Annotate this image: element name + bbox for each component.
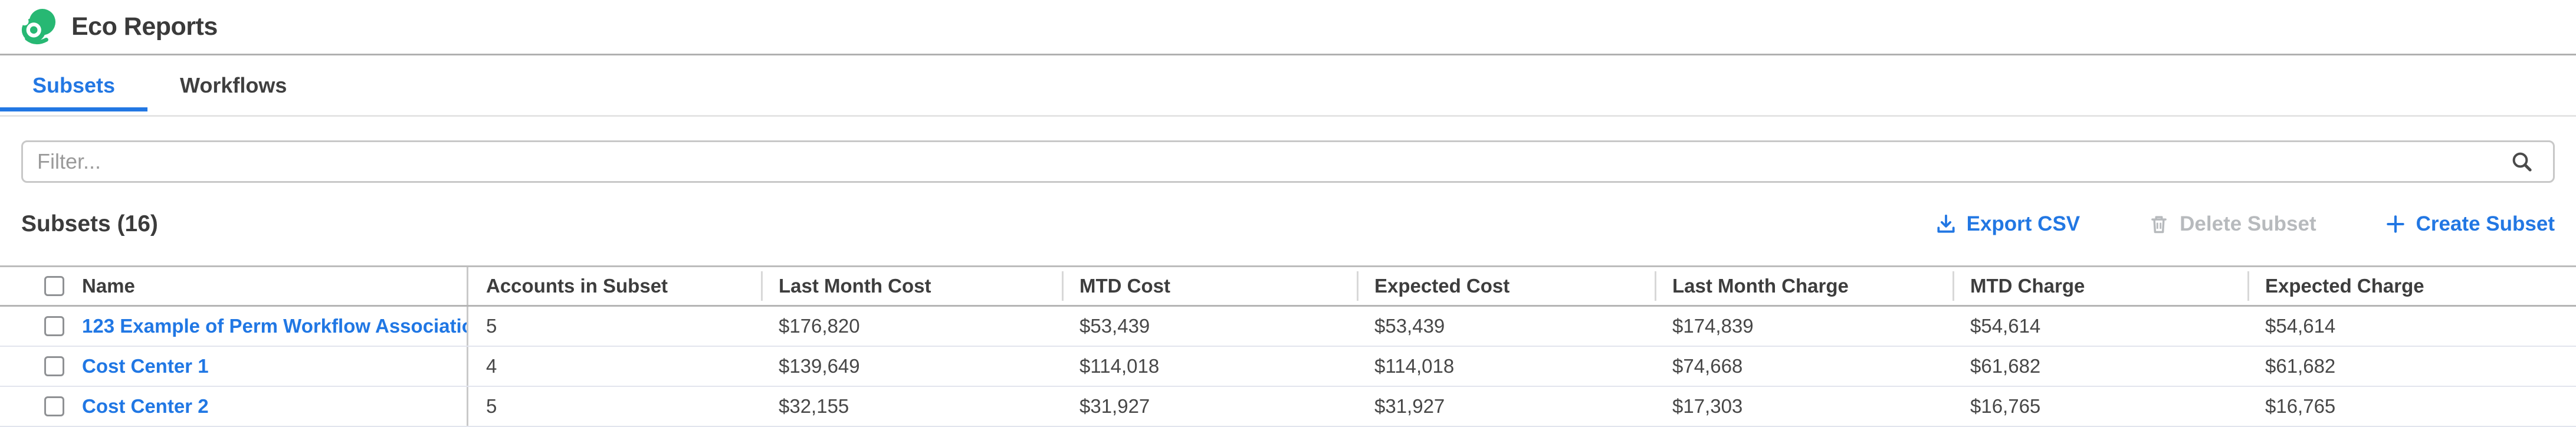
cell-accounts: 4 (486, 355, 497, 377)
tab-subsets[interactable]: Subsets (0, 55, 148, 115)
header-accounts-in-subset: Accounts in Subset (486, 275, 668, 297)
cell-mtd-cost: $31,927 (1079, 395, 1150, 417)
row-checkbox[interactable] (44, 396, 64, 416)
cell-accounts: 5 (486, 315, 497, 337)
table-row: Cost Center 1 4 $139,649 $114,018 $114,0… (0, 347, 2576, 387)
cell-expected-cost: $53,439 (1374, 315, 1445, 337)
header-name: Name (0, 267, 468, 305)
subsets-table: Name Accounts in Subset Last Month Cost … (0, 265, 2576, 427)
tab-subsets-label: Subsets (32, 73, 116, 97)
select-all-checkbox[interactable] (44, 276, 64, 296)
cell-mtd-cost: $53,439 (1079, 315, 1150, 337)
cell-last-month-cost: $32,155 (779, 395, 849, 417)
plus-icon (2386, 215, 2404, 233)
cell-mtd-charge: $61,682 (1970, 355, 2041, 377)
export-csv-button[interactable]: Export CSV (1935, 212, 2081, 236)
cell-name: 123 Example of Perm Workflow Association (0, 307, 468, 346)
row-checkbox[interactable] (44, 356, 64, 376)
cell-mtd-cost: $114,018 (1079, 355, 1160, 377)
row-checkbox[interactable] (44, 316, 64, 336)
filter-bar (21, 140, 2555, 183)
cell-expected-charge: $16,765 (2265, 395, 2336, 417)
page-title: Eco Reports (71, 12, 218, 41)
trash-icon (2151, 216, 2167, 234)
header-last-month-cost: Last Month Cost (761, 267, 1062, 305)
create-subset-label: Create Subset (2416, 212, 2555, 235)
table-row: Cost Center 2 5 $32,155 $31,927 $31,927 … (0, 387, 2576, 427)
create-subset-button[interactable]: Create Subset (2384, 212, 2555, 236)
header-expected-cost: Expected Cost (1357, 267, 1655, 305)
eco-reports-logo-icon (19, 8, 56, 45)
cell-last-month-charge: $17,303 (1672, 395, 1743, 417)
search-icon[interactable] (2510, 150, 2534, 173)
cell-last-month-cost: $176,820 (779, 315, 860, 337)
cell-last-month-charge: $174,839 (1672, 315, 1754, 337)
cell-name: Cost Center 2 (0, 387, 468, 426)
cell-expected-charge: $61,682 (2265, 355, 2336, 377)
cell-last-month-cost: $139,649 (779, 355, 860, 377)
tab-workflows[interactable]: Workflows (147, 55, 319, 115)
cell-last-month-charge: $74,668 (1672, 355, 1743, 377)
tab-bar: Subsets Workflows (0, 55, 2576, 117)
cell-accounts: 5 (486, 395, 497, 417)
action-buttons: Export CSV Delete Subset Create Subset (1935, 212, 2555, 236)
app-header: Eco Reports (0, 0, 2576, 55)
delete-subset-button[interactable]: Delete Subset (2148, 212, 2316, 236)
header-mtd-cost: MTD Cost (1062, 267, 1357, 305)
section-title: Subsets (16) (21, 211, 158, 237)
cell-expected-charge: $54,614 (2265, 315, 2336, 337)
delete-subset-label: Delete Subset (2180, 212, 2316, 235)
export-csv-label: Export CSV (1966, 212, 2081, 235)
subset-link[interactable]: Cost Center 1 (82, 355, 209, 377)
table-header-row: Name Accounts in Subset Last Month Cost … (0, 265, 2576, 307)
table-row: 123 Example of Perm Workflow Association… (0, 307, 2576, 347)
header-last-month-charge: Last Month Charge (1655, 267, 1952, 305)
subset-link[interactable]: 123 Example of Perm Workflow Association (82, 315, 468, 337)
download-icon (1937, 214, 1955, 233)
header-expected-charge: Expected Charge (2247, 267, 2576, 305)
filter-input[interactable] (21, 140, 2555, 183)
cell-expected-cost: $114,018 (1374, 355, 1455, 377)
header-mtd-charge: MTD Charge (1952, 267, 2247, 305)
cell-expected-cost: $31,927 (1374, 395, 1445, 417)
cell-name: Cost Center 1 (0, 347, 468, 386)
header-name-label: Name (82, 275, 135, 297)
tab-workflows-label: Workflows (180, 73, 287, 97)
section-bar: Subsets (16) Export CSV Delete Sub (21, 183, 2555, 265)
table-body: 123 Example of Perm Workflow Association… (0, 307, 2576, 427)
cell-mtd-charge: $16,765 (1970, 395, 2041, 417)
subset-link[interactable]: Cost Center 2 (82, 395, 209, 417)
cell-mtd-charge: $54,614 (1970, 315, 2041, 337)
